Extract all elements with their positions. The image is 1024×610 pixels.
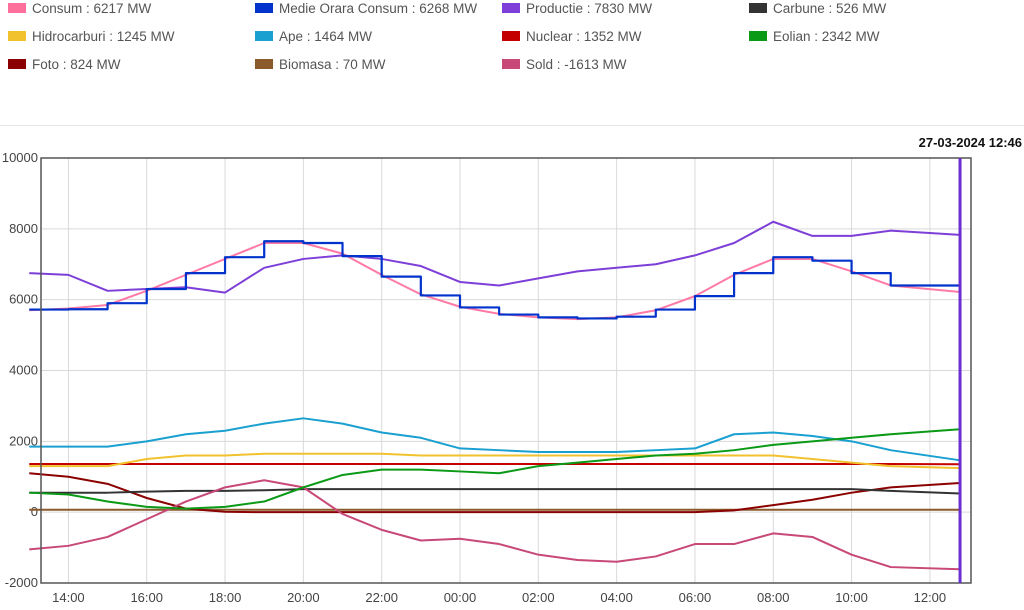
legend-item-medie[interactable]: Medie Orara Consum : 6268 MW bbox=[255, 1, 477, 17]
x-tick-label: 02:00 bbox=[522, 590, 555, 605]
legend-label-consum: Consum : 6217 MW bbox=[32, 1, 151, 16]
legend-swatch-hidrocarburi bbox=[8, 31, 26, 41]
x-tick-label: 22:00 bbox=[365, 590, 398, 605]
legend-label-biomasa: Biomasa : 70 MW bbox=[279, 57, 386, 72]
legend-swatch-eolian bbox=[749, 31, 767, 41]
legend-label-productie: Productie : 7830 MW bbox=[526, 1, 652, 16]
y-tick-label: 6000 bbox=[9, 292, 38, 307]
legend-label-medie: Medie Orara Consum : 6268 MW bbox=[279, 1, 477, 16]
x-tick-label: 04:00 bbox=[600, 590, 633, 605]
legend-item-carbune[interactable]: Carbune : 526 MW bbox=[749, 1, 886, 17]
y-tick-label: 10000 bbox=[2, 150, 38, 165]
legend-swatch-sold bbox=[502, 59, 520, 69]
legend-label-foto: Foto : 824 MW bbox=[32, 57, 121, 72]
x-tick-label: 10:00 bbox=[835, 590, 868, 605]
y-tick-label: 4000 bbox=[9, 363, 38, 378]
legend-item-foto[interactable]: Foto : 824 MW bbox=[8, 57, 121, 73]
legend-swatch-carbune bbox=[749, 3, 767, 13]
y-tick-label: -2000 bbox=[5, 575, 38, 590]
legend-label-eolian: Eolian : 2342 MW bbox=[773, 29, 880, 44]
x-tick-label: 18:00 bbox=[209, 590, 242, 605]
legend-swatch-foto bbox=[8, 59, 26, 69]
legend-label-sold: Sold : -1613 MW bbox=[526, 57, 627, 72]
legend-swatch-productie bbox=[502, 3, 520, 13]
legend-swatch-ape bbox=[255, 31, 273, 41]
chart-legend: Consum : 6217 MW Medie Orara Consum : 626… bbox=[0, 0, 1024, 80]
legend-swatch-biomasa bbox=[255, 59, 273, 69]
legend-item-ape[interactable]: Ape : 1464 MW bbox=[255, 29, 372, 45]
legend-swatch-medie bbox=[255, 3, 273, 13]
x-tick-label: 12:00 bbox=[914, 590, 947, 605]
legend-label-nuclear: Nuclear : 1352 MW bbox=[526, 29, 642, 44]
timestamp-label: 27-03-2024 12:46 bbox=[919, 135, 1022, 150]
legend-item-sold[interactable]: Sold : -1613 MW bbox=[502, 57, 627, 73]
x-tick-label: 08:00 bbox=[757, 590, 790, 605]
x-tick-label: 06:00 bbox=[679, 590, 712, 605]
legend-label-hidrocarburi: Hidrocarburi : 1245 MW bbox=[32, 29, 175, 44]
legend-item-nuclear[interactable]: Nuclear : 1352 MW bbox=[502, 29, 642, 45]
y-tick-label: 8000 bbox=[9, 221, 38, 236]
legend-item-hidrocarburi[interactable]: Hidrocarburi : 1245 MW bbox=[8, 29, 175, 45]
legend-label-ape: Ape : 1464 MW bbox=[279, 29, 372, 44]
legend-item-biomasa[interactable]: Biomasa : 70 MW bbox=[255, 57, 386, 73]
legend-label-carbune: Carbune : 526 MW bbox=[773, 1, 886, 16]
legend-item-consum[interactable]: Consum : 6217 MW bbox=[8, 1, 151, 17]
legend-swatch-nuclear bbox=[502, 31, 520, 41]
x-tick-label: 20:00 bbox=[287, 590, 320, 605]
x-tick-label: 16:00 bbox=[130, 590, 163, 605]
x-tick-label: 00:00 bbox=[444, 590, 477, 605]
legend-item-productie[interactable]: Productie : 7830 MW bbox=[502, 1, 652, 17]
legend-item-eolian[interactable]: Eolian : 2342 MW bbox=[749, 29, 880, 45]
legend-swatch-consum bbox=[8, 3, 26, 13]
x-tick-label: 14:00 bbox=[52, 590, 85, 605]
y-tick-label: 0 bbox=[31, 504, 38, 519]
